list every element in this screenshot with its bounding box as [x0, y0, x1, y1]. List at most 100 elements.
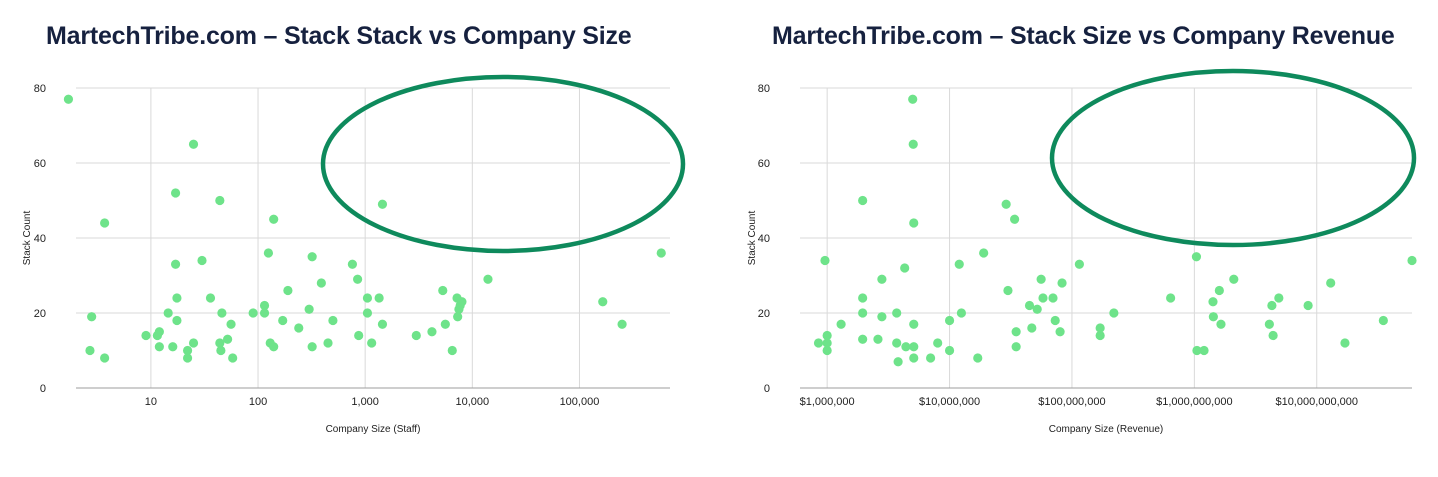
c0-data-point — [278, 315, 288, 326]
c0-data-point — [215, 195, 225, 206]
c0-data-point — [362, 293, 373, 303]
c0-data-point — [307, 342, 317, 352]
c1-y-tick-label: 60 — [758, 158, 770, 170]
c0-data-point — [447, 345, 457, 356]
c0-data-point — [269, 342, 279, 352]
c0-x-tick-label: 1,000 — [351, 396, 379, 408]
chart-title-staff: MartechTribe.com – Stack Stack vs Compan… — [46, 22, 632, 50]
c0-data-point — [347, 259, 358, 269]
c0-x-tick-label: 100,000 — [560, 396, 600, 408]
c0-data-point — [182, 345, 193, 356]
c0-data-point — [85, 345, 95, 356]
c0-data-point — [427, 327, 437, 337]
c1-data-point — [1268, 330, 1278, 341]
c0-data-point — [457, 297, 467, 307]
c0-data-point — [100, 218, 110, 228]
c1-data-point — [908, 94, 918, 104]
c0-highlight-ellipse — [320, 74, 686, 254]
c0-data-point — [354, 330, 364, 341]
c1-x-tick-label: $1,000,000 — [800, 396, 855, 408]
c1-data-point — [1036, 274, 1046, 284]
c0-data-point — [598, 297, 608, 307]
c1-data-point — [858, 308, 868, 318]
c1-data-point — [877, 312, 887, 322]
c0-data-point — [172, 315, 182, 326]
c0-data-point — [197, 255, 207, 266]
c0-data-point — [170, 188, 181, 198]
c1-data-point — [1055, 327, 1065, 337]
c1-data-point — [1378, 315, 1388, 326]
c0-data-point — [283, 285, 293, 296]
c0-data-point — [228, 353, 238, 363]
c1-data-point — [1001, 199, 1011, 209]
c1-y-tick-label: 20 — [758, 308, 770, 320]
c1-data-point — [1109, 308, 1119, 318]
c0-data-point — [374, 293, 384, 303]
c0-data-point — [216, 345, 226, 356]
c0-data-point — [307, 252, 317, 262]
c0-data-point — [656, 248, 666, 258]
c0-data-point — [188, 338, 199, 348]
c1-data-point — [1208, 297, 1218, 307]
c1-data-point — [1038, 293, 1048, 303]
c1-data-point — [1407, 255, 1417, 266]
c0-data-point — [63, 94, 74, 104]
c1-data-point — [892, 338, 902, 348]
c1-data-point — [901, 342, 911, 352]
c1-data-point — [954, 259, 964, 269]
c0-data-point — [223, 334, 233, 344]
c1-data-point — [858, 293, 868, 303]
c1-data-point — [1229, 274, 1239, 284]
c1-data-point — [925, 353, 936, 363]
c1-data-point — [836, 319, 846, 329]
c1-data-point — [858, 334, 868, 344]
c0-data-point — [304, 304, 314, 314]
c1-data-point — [1003, 285, 1013, 296]
c0-data-point — [353, 274, 363, 284]
c1-data-point — [909, 319, 919, 329]
c1-data-point — [909, 353, 919, 363]
c0-data-point — [172, 293, 182, 303]
c0-data-point — [259, 300, 270, 311]
c0-data-point — [328, 315, 338, 326]
c1-data-point — [1024, 300, 1035, 311]
c0-data-point — [440, 319, 450, 329]
c1-y-tick-label: 40 — [758, 233, 770, 245]
c0-data-point — [154, 342, 164, 352]
c0-y-tick-label: 40 — [34, 233, 46, 245]
c1-data-point — [1048, 293, 1058, 303]
c0-data-point — [438, 285, 448, 296]
c1-x-tick-label: $1,000,000,000 — [1156, 396, 1232, 408]
c1-data-point — [1010, 214, 1020, 224]
c0-data-point — [453, 312, 463, 322]
c0-y-tick-label: 20 — [34, 308, 46, 320]
c0-data-point — [316, 278, 326, 288]
c1-data-point — [873, 334, 883, 344]
chart-title-revenue: MartechTribe.com – Stack Size vs Company… — [772, 22, 1395, 50]
c0-x-tick-label: 10 — [145, 396, 157, 408]
c1-highlight-ellipse — [1049, 68, 1417, 248]
c1-x-tick-label: $100,000,000 — [1038, 396, 1105, 408]
c1-data-point — [1208, 312, 1218, 322]
c0-data-point — [188, 139, 199, 149]
c0-y-tick-label: 80 — [34, 83, 46, 95]
c1-data-point — [813, 338, 824, 348]
c0-data-point — [259, 308, 270, 318]
c1-data-point — [973, 353, 983, 363]
c1-x-tick-label: $10,000,000,000 — [1275, 396, 1358, 408]
c0-y-axis-title: Stack Count — [22, 211, 33, 266]
c0-data-point — [323, 338, 333, 348]
c1-data-point — [1340, 338, 1350, 348]
c1-data-point — [1050, 315, 1060, 326]
c0-data-point — [170, 259, 181, 269]
c1-data-point — [877, 274, 887, 284]
c1-data-point — [1274, 293, 1284, 303]
c0-data-point — [217, 308, 227, 318]
c1-data-point — [893, 357, 903, 367]
c1-data-point — [1011, 342, 1021, 352]
c1-data-point — [944, 345, 955, 356]
c1-data-point — [1326, 278, 1336, 288]
c0-data-point — [182, 353, 193, 363]
c1-data-point — [1214, 285, 1224, 296]
